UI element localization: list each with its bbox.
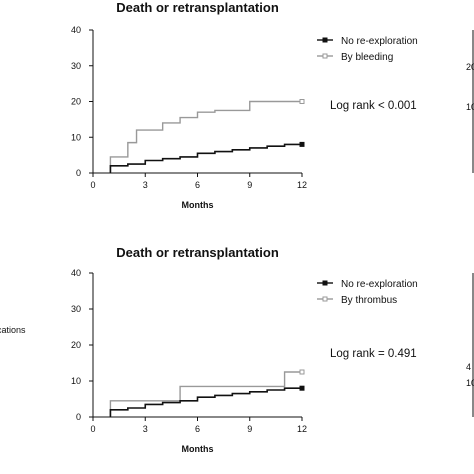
chart-panel-1: Death or retransplantation 0 10 20 30 40 0 3 6 9 1… — [71, 0, 418, 210]
chart-title: Death or retransplantation — [116, 0, 279, 15]
x-tick-label: 6 — [195, 180, 200, 190]
series-line-1 — [109, 387, 302, 417]
series-end-marker — [299, 369, 305, 375]
series-line-2 — [109, 371, 302, 417]
y-tick-label: 10 — [71, 132, 81, 142]
legend-swatch-marker — [322, 280, 328, 286]
legend-label: By thrombus — [341, 295, 397, 306]
right-edge-tick-fragment: 4 — [466, 362, 471, 372]
y-tick-label: 20 — [71, 97, 81, 107]
legend-swatch-marker — [322, 37, 328, 43]
x-tick-label: 3 — [143, 180, 148, 190]
x-tick-label: 12 — [297, 424, 307, 434]
left-edge-text: cations — [0, 325, 26, 335]
y-tick-label: 10 — [71, 376, 81, 386]
chart-panel-2: Death or retransplantation 0 10 20 30 40 0 3 6 9 1… — [71, 245, 418, 454]
y-tick-label: 0 — [76, 168, 81, 178]
y-tick-label: 40 — [71, 25, 81, 35]
right-edge-tick-fragment: 10 — [466, 378, 474, 388]
x-tick-label: 6 — [195, 424, 200, 434]
log-rank-annotation: Log rank = 0.491 — [330, 348, 417, 360]
series-end-marker — [299, 141, 305, 147]
x-tick-label: 9 — [247, 180, 252, 190]
x-axis-label: Months — [182, 444, 214, 454]
legend-swatch-marker — [322, 53, 328, 59]
chart-title: Death or retransplantation — [116, 245, 279, 260]
legend-label: No re-exploration — [341, 36, 418, 47]
log-rank-annotation: Log rank < 0.001 — [330, 100, 417, 112]
series-line-1 — [109, 143, 302, 173]
right-edge-fragments: 20 10 4 10 — [466, 30, 474, 417]
x-tick-label: 12 — [297, 180, 307, 190]
y-tick-label: 30 — [71, 61, 81, 71]
x-tick-label: 3 — [143, 424, 148, 434]
right-edge-tick-fragment: 20 — [466, 62, 474, 72]
legend-label: No re-exploration — [341, 279, 418, 290]
series-end-marker — [299, 99, 305, 104]
x-tick-label: 0 — [90, 424, 95, 434]
x-axis-label: Months — [182, 200, 214, 210]
y-tick-label: 20 — [71, 340, 81, 350]
legend-label: By bleeding — [341, 52, 393, 63]
y-tick-label: 0 — [76, 412, 81, 422]
x-tick-label: 9 — [247, 424, 252, 434]
x-tick-label: 0 — [90, 180, 95, 190]
series-line-2 — [109, 100, 302, 173]
series-end-marker — [299, 385, 305, 391]
right-edge-tick-fragment: 10 — [466, 102, 474, 112]
y-tick-label: 30 — [71, 304, 81, 314]
legend-swatch-marker — [322, 296, 328, 302]
y-tick-label: 40 — [71, 268, 81, 278]
